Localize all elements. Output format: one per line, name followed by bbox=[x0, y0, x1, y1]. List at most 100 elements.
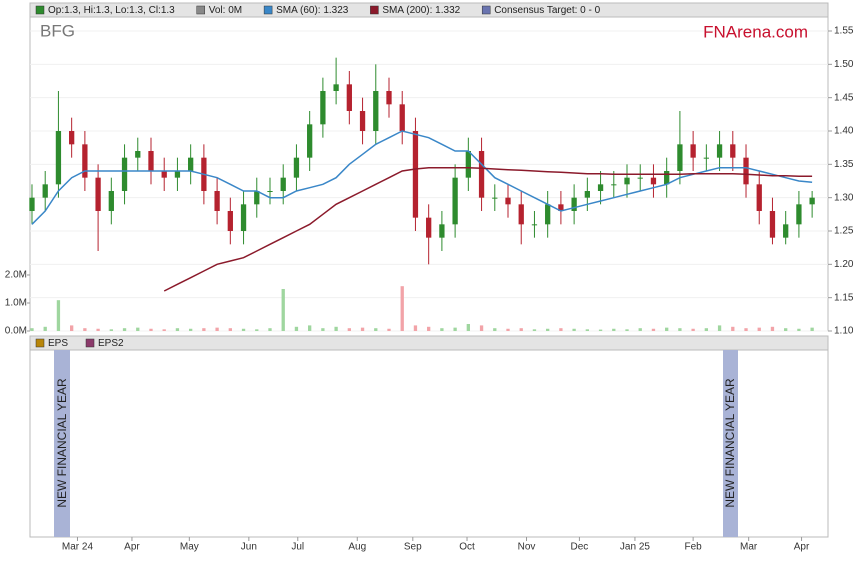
candle-body bbox=[558, 204, 564, 211]
candle-body bbox=[174, 171, 181, 178]
candle-body bbox=[82, 144, 88, 178]
x-tick-label: Jun bbox=[241, 542, 257, 553]
candle-body bbox=[359, 111, 366, 131]
candle-body bbox=[254, 191, 260, 205]
volume-bar bbox=[651, 328, 656, 331]
volume-bar bbox=[347, 328, 351, 331]
candle-body bbox=[412, 131, 419, 218]
candle-body bbox=[756, 184, 762, 211]
x-tick-label: Dec bbox=[571, 542, 589, 553]
candle-body bbox=[280, 177, 286, 191]
candle-body bbox=[531, 224, 538, 226]
legend-swatch bbox=[370, 5, 379, 15]
volume-bar bbox=[255, 329, 259, 331]
x-tick-label: Jul bbox=[291, 542, 304, 553]
eps-pane bbox=[29, 349, 829, 538]
annotation: NEW FINANCIAL YEAR bbox=[55, 378, 69, 508]
candle-body bbox=[426, 217, 432, 238]
volume-bar bbox=[374, 328, 378, 331]
x-tick-label: May bbox=[180, 542, 199, 553]
volume-bar bbox=[162, 329, 166, 331]
candle-body bbox=[611, 184, 617, 186]
candle-body bbox=[545, 204, 551, 225]
candle-body bbox=[637, 177, 643, 179]
candle-body bbox=[227, 211, 233, 231]
x-tick-label: Sep bbox=[404, 542, 422, 553]
candle-body bbox=[29, 197, 35, 211]
volume-bar bbox=[678, 328, 682, 331]
volume-bar bbox=[109, 329, 113, 331]
volume-bar bbox=[757, 327, 761, 331]
volume-bar bbox=[360, 327, 365, 331]
candle-body bbox=[703, 157, 709, 159]
legend-swatch bbox=[85, 338, 95, 348]
volume-bar bbox=[400, 286, 404, 331]
candle-body bbox=[571, 197, 577, 211]
y-tick-label: 1.35 bbox=[834, 159, 854, 170]
candle-body bbox=[267, 191, 273, 192]
candle-body bbox=[399, 104, 405, 131]
legend-label: SMA (60): 1.323 bbox=[276, 5, 349, 16]
volume-bar bbox=[810, 327, 814, 331]
volume-bar bbox=[466, 323, 470, 331]
legend-label: SMA (200): 1.332 bbox=[382, 5, 460, 16]
candle-body bbox=[95, 177, 101, 211]
volume-bar bbox=[294, 326, 299, 331]
candle-body bbox=[108, 191, 114, 211]
legend-label: EPS bbox=[48, 338, 68, 349]
volume-bar bbox=[440, 328, 444, 331]
y-tick-label: 1.45 bbox=[834, 92, 854, 103]
vol-tick-label: 1.0M bbox=[5, 298, 27, 309]
candle-body bbox=[809, 197, 815, 205]
x-tick-label: Nov bbox=[518, 542, 536, 553]
y-tick-label: 1.10 bbox=[834, 326, 854, 337]
candle-body bbox=[188, 157, 194, 171]
candle-body bbox=[624, 177, 630, 185]
candle-body bbox=[505, 197, 511, 205]
candle-body bbox=[650, 177, 657, 185]
volume-bar bbox=[427, 326, 431, 331]
candle-body bbox=[492, 197, 498, 199]
candle-body bbox=[346, 84, 352, 111]
brand: FNArena.com bbox=[703, 22, 808, 41]
x-tick-label: Apr bbox=[124, 542, 140, 553]
volume-bar bbox=[797, 328, 801, 331]
candle-body bbox=[584, 191, 590, 198]
volume-bar bbox=[149, 328, 153, 331]
volume-bar bbox=[321, 328, 325, 331]
x-tick-label: Feb bbox=[685, 542, 703, 553]
candle-body bbox=[42, 184, 48, 198]
volume-bar bbox=[559, 328, 563, 331]
volume-bar bbox=[519, 328, 523, 331]
candle-body bbox=[320, 91, 326, 125]
candle-body bbox=[518, 204, 524, 225]
volume-bar bbox=[189, 328, 193, 331]
vol-tick-label: 0.0M bbox=[5, 326, 27, 337]
volume-bar bbox=[308, 325, 312, 331]
x-tick-label: Jan 25 bbox=[620, 542, 650, 553]
legend-label: EPS2 bbox=[98, 338, 124, 349]
volume-bar bbox=[175, 328, 180, 331]
volume-bar bbox=[598, 329, 603, 331]
fy-band bbox=[54, 350, 70, 537]
volume-bar bbox=[612, 328, 616, 331]
volume-bar bbox=[479, 325, 484, 331]
volume-bar bbox=[784, 328, 788, 331]
volume-bar bbox=[122, 328, 127, 331]
candle-body bbox=[796, 204, 802, 225]
volume-bar bbox=[744, 328, 748, 331]
candle-body bbox=[69, 131, 75, 145]
volume-bar bbox=[268, 328, 272, 331]
legend-label: Consensus Target: 0 - 0 bbox=[494, 5, 600, 16]
volume-bar bbox=[387, 328, 391, 331]
volume-bar bbox=[717, 325, 722, 331]
volume-bar bbox=[585, 329, 589, 331]
y-tick-label: 1.15 bbox=[834, 292, 854, 303]
sma-line bbox=[31, 130, 813, 225]
volume-bar bbox=[413, 325, 418, 331]
volume-bar bbox=[704, 328, 709, 331]
y-tick-label: 1.25 bbox=[834, 226, 854, 237]
x-tick-label: Aug bbox=[348, 542, 366, 553]
volume-bar bbox=[228, 328, 232, 331]
